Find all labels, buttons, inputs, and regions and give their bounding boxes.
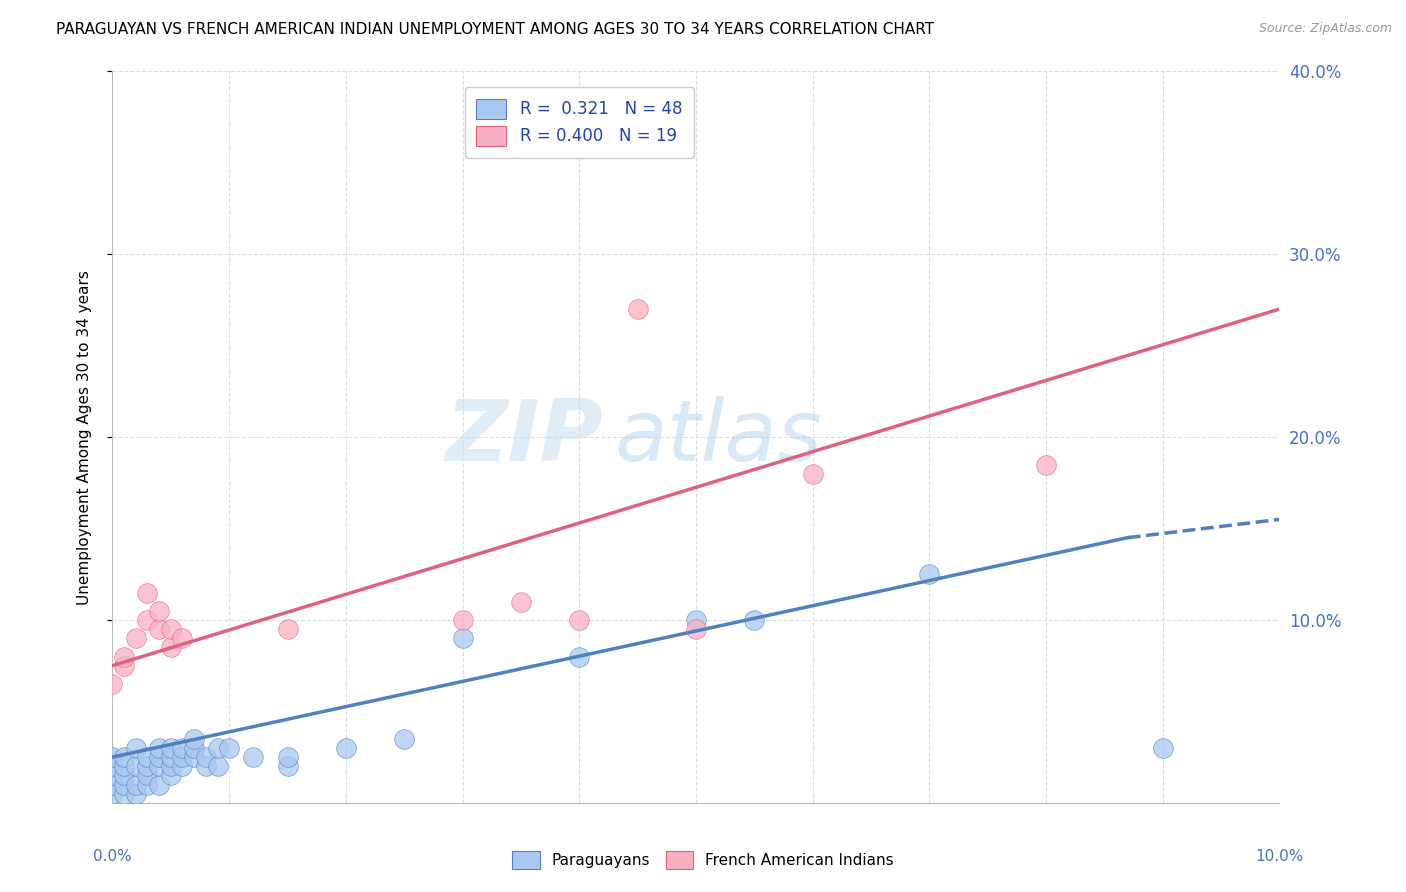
Text: PARAGUAYAN VS FRENCH AMERICAN INDIAN UNEMPLOYMENT AMONG AGES 30 TO 34 YEARS CORR: PARAGUAYAN VS FRENCH AMERICAN INDIAN UNE… [56, 22, 935, 37]
Point [148, 750, 170, 764]
Legend: R =  0.321   N = 48, R = 0.400   N = 19: R = 0.321 N = 48, R = 0.400 N = 19 [465, 87, 693, 158]
Point [207, 740, 229, 755]
Point [160, 740, 183, 755]
Point [101, 759, 124, 773]
Point [172, 740, 194, 755]
Text: 10.0%: 10.0% [1256, 848, 1303, 863]
Y-axis label: Unemployment Among Ages 30 to 34 years: Unemployment Among Ages 30 to 34 years [77, 269, 91, 605]
Text: atlas: atlas [614, 395, 823, 479]
Text: 0.0%: 0.0% [93, 848, 132, 863]
Point [160, 640, 183, 655]
Point [112, 649, 135, 664]
Point [568, 649, 591, 664]
Point [136, 585, 159, 599]
Point [172, 750, 194, 764]
Point [451, 613, 474, 627]
Point [918, 567, 941, 582]
Point [112, 759, 135, 773]
Point [335, 740, 357, 755]
Point [112, 750, 135, 764]
Point [125, 777, 148, 792]
Point [125, 632, 148, 646]
Point [1035, 458, 1057, 472]
Point [136, 759, 159, 773]
Point [125, 740, 148, 755]
Point [207, 759, 229, 773]
Point [136, 750, 159, 764]
Point [112, 787, 135, 801]
Point [101, 768, 124, 782]
Point [101, 787, 124, 801]
Point [160, 768, 183, 782]
Point [685, 613, 707, 627]
Point [136, 777, 159, 792]
Point [112, 768, 135, 782]
Text: Source: ZipAtlas.com: Source: ZipAtlas.com [1258, 22, 1392, 36]
Point [276, 759, 298, 773]
Text: ZIP: ZIP [444, 395, 603, 479]
Point [112, 658, 135, 673]
Point [685, 622, 707, 636]
Point [148, 740, 170, 755]
Point [194, 759, 217, 773]
Point [183, 740, 205, 755]
Point [801, 467, 824, 481]
Point [101, 777, 124, 792]
Point [101, 750, 124, 764]
Point [160, 759, 183, 773]
Point [148, 777, 170, 792]
Point [626, 301, 648, 317]
Point [148, 622, 170, 636]
Point [276, 622, 298, 636]
Point [276, 750, 298, 764]
Point [1152, 740, 1174, 755]
Point [183, 750, 205, 764]
Point [242, 750, 264, 764]
Point [125, 759, 148, 773]
Point [172, 632, 194, 646]
Legend: Paraguayans, French American Indians: Paraguayans, French American Indians [506, 845, 900, 875]
Point [125, 787, 148, 801]
Point [742, 613, 765, 627]
Point [148, 759, 170, 773]
Point [172, 759, 194, 773]
Point [218, 740, 240, 755]
Point [194, 750, 217, 764]
Point [568, 613, 591, 627]
Point [101, 677, 124, 691]
Point [183, 731, 205, 746]
Point [136, 613, 159, 627]
Point [451, 632, 474, 646]
Point [509, 594, 531, 608]
Point [160, 750, 183, 764]
Point [136, 768, 159, 782]
Point [392, 731, 416, 746]
Point [112, 777, 135, 792]
Point [160, 622, 183, 636]
Point [148, 604, 170, 618]
